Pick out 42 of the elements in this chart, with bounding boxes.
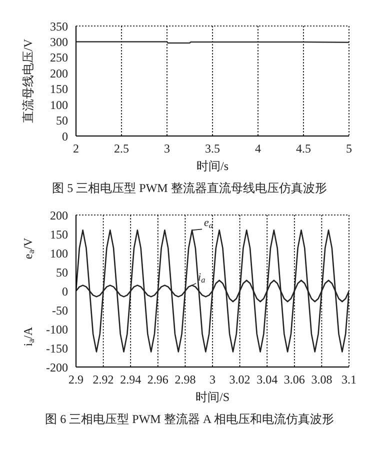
x-tick-label: 3 bbox=[210, 372, 216, 387]
y-tick-label: -100 bbox=[46, 322, 68, 336]
y-tick-label: 200 bbox=[50, 66, 68, 80]
x-tick-label: 2.5 bbox=[114, 142, 129, 156]
y-tick-label: 100 bbox=[50, 98, 68, 112]
x-axis-title: 时间/S bbox=[195, 390, 230, 404]
x-tick-label: 3.08 bbox=[311, 372, 332, 387]
y-tick-label: 250 bbox=[50, 50, 68, 65]
y-tick-label: 100 bbox=[50, 246, 68, 260]
y-tick-label: 50 bbox=[56, 265, 68, 280]
x-tick-label: 2.92 bbox=[92, 372, 114, 387]
y-tick-label: -50 bbox=[52, 303, 68, 318]
y-tick-label: 300 bbox=[50, 34, 68, 49]
x-tick-label: 3.04 bbox=[256, 372, 278, 387]
x-tick-label: 3 bbox=[164, 142, 170, 156]
x-tick-label: 5 bbox=[346, 142, 352, 156]
x-tick-label: 4.5 bbox=[296, 142, 311, 156]
x-tick-label: 3.02 bbox=[229, 372, 250, 387]
y-tick-label: -150 bbox=[46, 341, 68, 356]
y-tick-label: 150 bbox=[50, 82, 68, 96]
x-tick-label: 3.5 bbox=[205, 142, 220, 156]
x-tick-label: 3.1 bbox=[342, 372, 356, 387]
x-tick-label: 2.9 bbox=[68, 372, 84, 387]
x-tick-label: 3.06 bbox=[284, 372, 305, 387]
y-tick-label: -200 bbox=[46, 360, 68, 374]
y-tick-label: 200 bbox=[50, 208, 68, 222]
caption: 图 5 三相电压型 PWM 整流器直流母线电压仿真波形 bbox=[51, 180, 328, 197]
x-tick-label: 2.98 bbox=[174, 372, 196, 387]
x-tick-label: 2 bbox=[73, 142, 79, 156]
y-tick-label: 0 bbox=[62, 129, 68, 144]
x-tick-label: 2.94 bbox=[120, 372, 142, 387]
caption: 图 6 三相电压型 PWM 整流器 A 相电压和电流仿真波形 bbox=[44, 411, 335, 428]
y-tick-label: 0 bbox=[62, 284, 68, 298]
x-axis-title: 时间/s bbox=[196, 159, 229, 173]
y-tick-label: 150 bbox=[50, 227, 68, 242]
y-tick-label: 350 bbox=[50, 19, 68, 34]
y-tick-label: 50 bbox=[56, 114, 68, 128]
legend-label: i$_{a}$ bbox=[198, 271, 206, 284]
y-axis-title: 直流母线电压/V bbox=[21, 38, 35, 123]
x-tick-label: 4 bbox=[255, 142, 261, 156]
legend-label: e$_{a}$ bbox=[204, 217, 214, 230]
x-tick-label: 2.96 bbox=[147, 372, 168, 387]
